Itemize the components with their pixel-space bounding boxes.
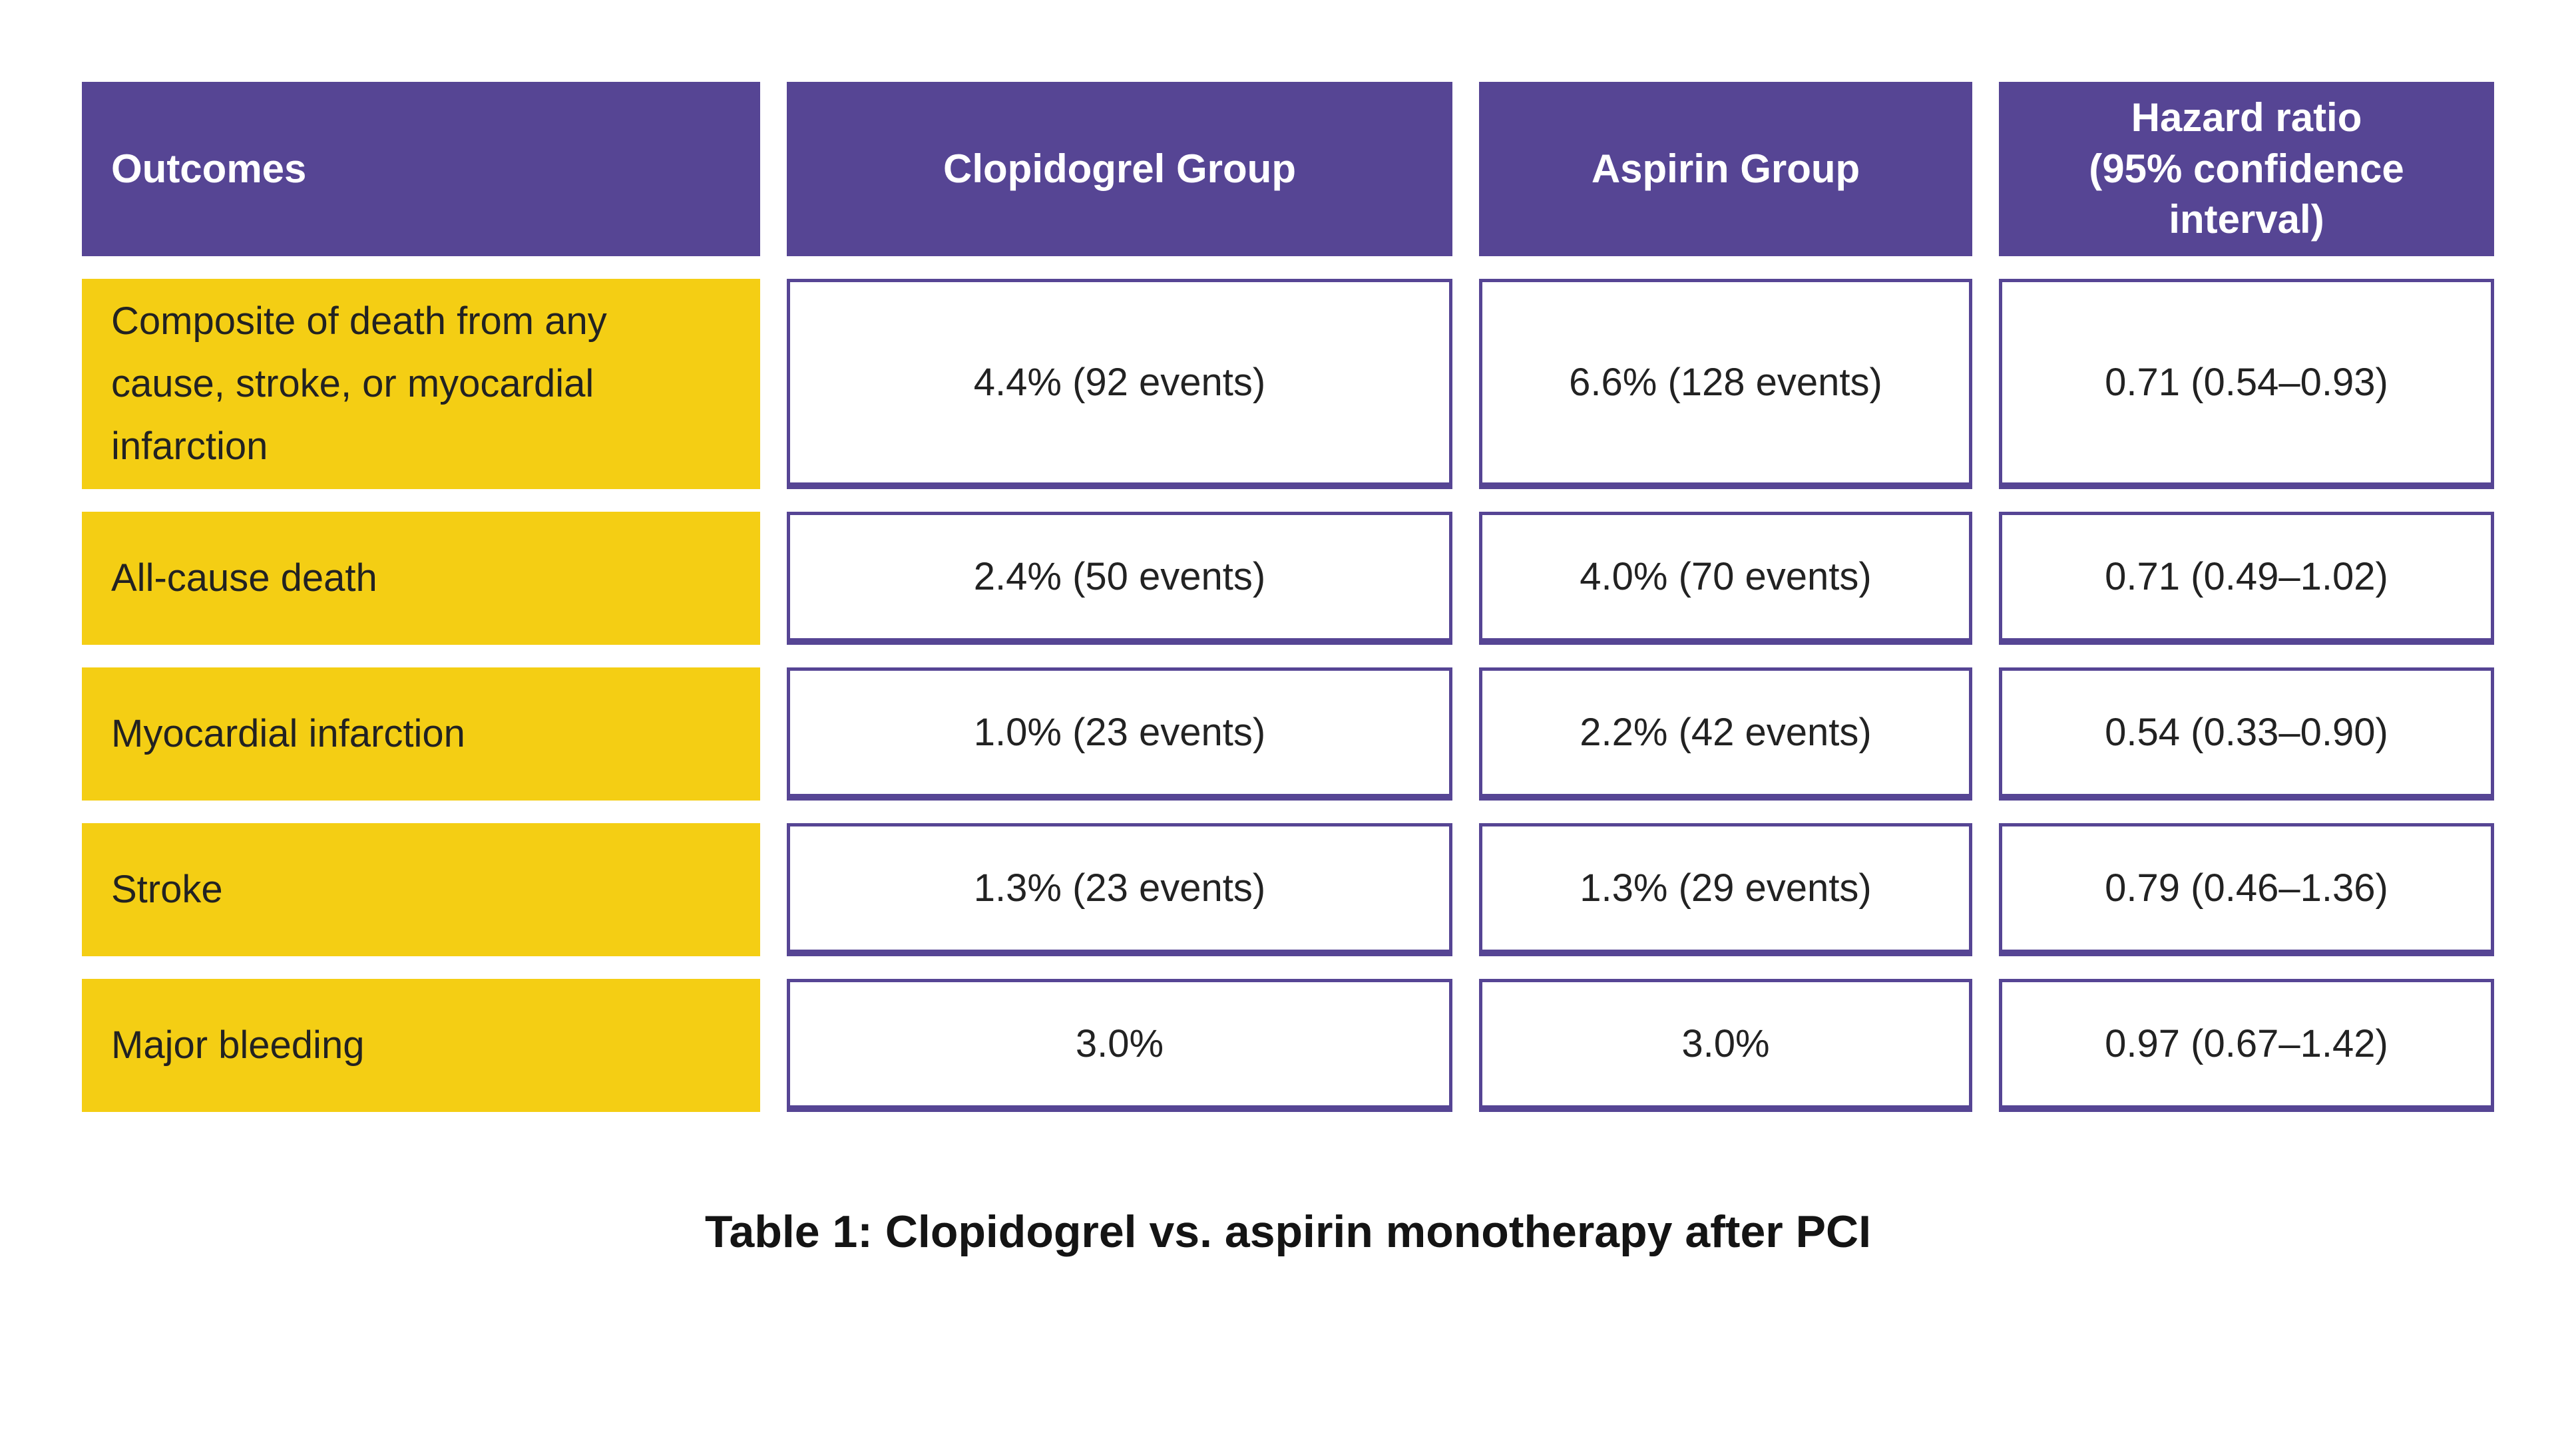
clopidogrel-value: 3.0% (787, 979, 1452, 1112)
outcome-label: All-cause death (82, 512, 760, 645)
clopidogrel-value: 1.0% (23 events) (787, 667, 1452, 801)
hazard-ratio-value: 0.97 (0.67–1.42) (1999, 979, 2494, 1112)
outcome-label: Composite of death from any cause, strok… (82, 279, 760, 489)
header-clopidogrel-group: Clopidogrel Group (787, 82, 1452, 256)
outcome-label: Myocardial infarction (82, 667, 760, 801)
outcome-label-text: Composite of death from any cause, strok… (111, 299, 607, 468)
aspirin-value: 1.3% (29 events) (1479, 823, 1972, 956)
outcome-label: Stroke (82, 823, 760, 956)
aspirin-value: 4.0% (70 events) (1479, 512, 1972, 645)
header-outcomes: Outcomes (82, 82, 760, 256)
aspirin-value: 2.2% (42 events) (1479, 667, 1972, 801)
aspirin-value: 6.6% (128 events) (1479, 279, 1972, 489)
clopidogrel-value: 4.4% (92 events) (787, 279, 1452, 489)
outcome-label-text: All-cause death (111, 556, 377, 600)
outcome-label-text: Stroke (111, 868, 223, 912)
outcome-label-text: Major bleeding (111, 1023, 365, 1067)
outcome-label-text: Myocardial infarction (111, 712, 465, 756)
hazard-ratio-value: 0.79 (0.46–1.36) (1999, 823, 2494, 956)
aspirin-value: 3.0% (1479, 979, 1972, 1112)
table-caption: Table 1: Clopidogrel vs. aspirin monothe… (705, 1206, 1871, 1257)
header-hazard-ratio: Hazard ratio (95% confidence interval) (1999, 82, 2494, 256)
clopidogrel-value: 1.3% (23 events) (787, 823, 1452, 956)
hazard-ratio-value: 0.71 (0.49–1.02) (1999, 512, 2494, 645)
outcomes-table: Outcomes Clopidogrel Group Aspirin Group… (82, 82, 2494, 1112)
clopidogrel-value: 2.4% (50 events) (787, 512, 1452, 645)
header-aspirin-group: Aspirin Group (1479, 82, 1972, 256)
hazard-ratio-value: 0.54 (0.33–0.90) (1999, 667, 2494, 801)
outcome-label: Major bleeding (82, 979, 760, 1112)
hazard-ratio-value: 0.71 (0.54–0.93) (1999, 279, 2494, 489)
